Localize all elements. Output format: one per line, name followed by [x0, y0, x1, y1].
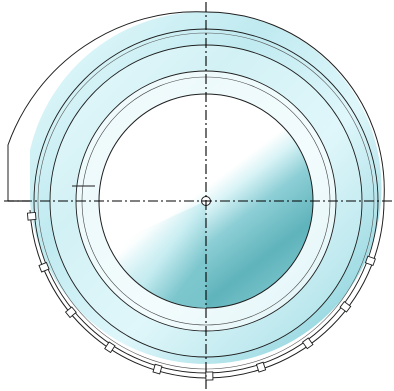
rim-notch [152, 363, 163, 375]
rim-notch [38, 261, 50, 273]
rim-notch [64, 306, 77, 319]
rim-notch [104, 341, 116, 354]
rim-notch [364, 255, 376, 267]
spiral-outer-edge [7, 11, 385, 201]
inner-disc-shade-left [110, 201, 206, 308]
rim-notch [205, 371, 214, 381]
rim-notches [26, 211, 376, 381]
rim-notch [339, 300, 352, 313]
rim-notch [255, 361, 267, 373]
rim-notch [26, 211, 37, 221]
rim-notch [301, 337, 314, 350]
